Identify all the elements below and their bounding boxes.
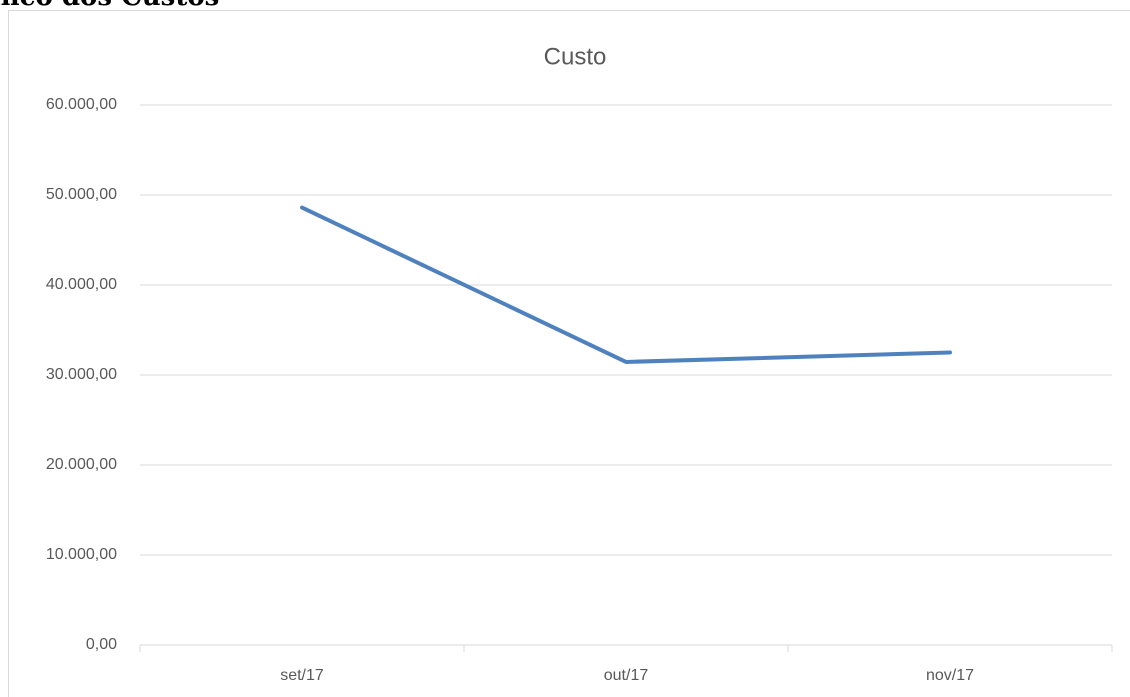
chart-border bbox=[8, 10, 1130, 697]
y-tick-label: 30.000,00 bbox=[46, 366, 117, 383]
page-heading: Gráfico dos Custos bbox=[0, 0, 219, 12]
x-tick-label: nov/17 bbox=[926, 667, 974, 684]
x-tick-label: out/17 bbox=[604, 667, 649, 684]
y-tick-label: 10.000,00 bbox=[46, 546, 117, 563]
x-tick-label: set/17 bbox=[280, 667, 324, 684]
chart-title: Custo bbox=[544, 43, 607, 70]
y-tick-label: 40.000,00 bbox=[46, 276, 117, 293]
data-line bbox=[300, 205, 952, 364]
y-tick-label: 50.000,00 bbox=[46, 186, 117, 203]
y-tick-label: 0,00 bbox=[86, 636, 117, 653]
y-tick-label: 20.000,00 bbox=[46, 456, 117, 473]
y-tick-label: 60.000,00 bbox=[46, 96, 117, 113]
